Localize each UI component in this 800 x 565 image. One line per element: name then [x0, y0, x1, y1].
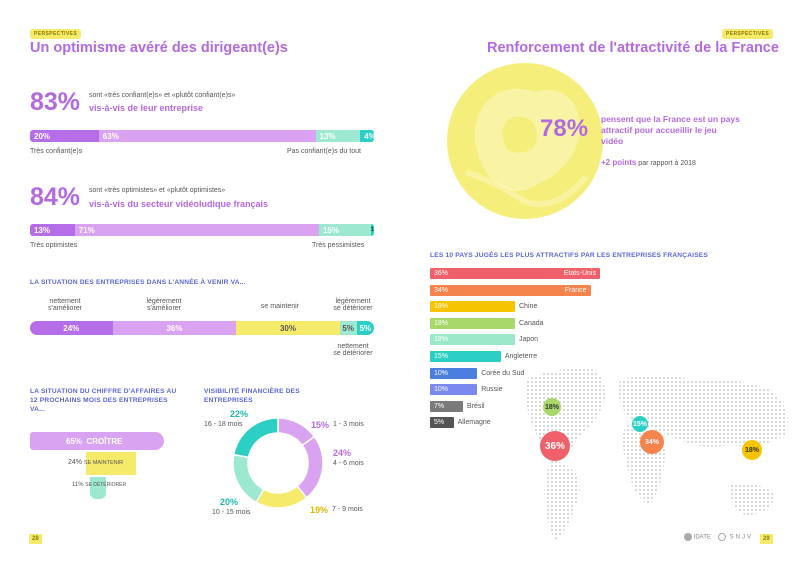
country-name-9: Brésil: [467, 402, 485, 410]
optimism-segment-2: 71%: [74, 224, 319, 236]
confidence-segment-2: 63%: [98, 130, 316, 142]
revenue-decline-text: 11% SE DÉTÉRIORER: [72, 482, 127, 488]
visibility-pct-2: 24%: [333, 448, 352, 458]
visibility-heading: VISIBILITÉ FINANCIÈRE DES ENTREPRISES: [204, 388, 300, 404]
stat-confidence-desc: sont «très confiant(e)s» et «plutôt conf…: [89, 92, 236, 99]
situation-label-1: nettement s'améliorer: [47, 298, 82, 312]
country-name-5: Japon: [519, 336, 539, 344]
idate-logo: IDATE: [684, 533, 711, 541]
country-name-10: Allemagne: [457, 419, 491, 427]
confidence-segment-3: 13%: [315, 130, 361, 142]
revenue-decline-bar: [90, 477, 106, 499]
map-bubble-5: 18%: [742, 440, 762, 460]
visibility-pct-1: 15%: [311, 420, 330, 430]
country-name-1: Etats-Unis: [563, 270, 596, 277]
revenue-grow-bar: [30, 432, 164, 450]
optimism-right-label: Très pessimistes: [312, 242, 365, 249]
stat-optimism-focus: vis-à-vis du secteur vidéoludique frança…: [89, 199, 269, 209]
country-name-4: Canada: [519, 319, 544, 327]
visibility-label-4: 10 - 15 mois: [212, 509, 251, 516]
country-name-2: France: [564, 286, 587, 294]
situation-label-2: légèrement s'améliorer: [146, 298, 182, 312]
visibility-label-1: 1 - 3 mois: [333, 421, 364, 428]
stat-attractiveness-change: +2 points par rapport à 2018: [601, 158, 696, 167]
visibility-label-5: 16 - 18 mois: [204, 421, 243, 428]
stat-confidence-focus: vis-à-vis de leur entreprise: [89, 103, 204, 113]
idate-logo-icon: [684, 533, 692, 541]
country-name-8: Russie: [481, 386, 503, 394]
situation-segment-3: 30%: [236, 321, 340, 335]
confidence-segment-4: 4%: [360, 130, 374, 142]
country-bar-5: 18%: [430, 334, 515, 346]
optimism-segment-3: 15%: [318, 224, 371, 236]
country-bar-8: 10%: [430, 384, 478, 396]
world-map-illustration: [525, 368, 788, 540]
revenue-grow-text: 65% CROÎTRE: [66, 437, 123, 446]
situation-segment-1: 24%: [30, 321, 113, 335]
visibility-pct-5: 22%: [230, 409, 249, 419]
europe-globe-illustration: [447, 63, 603, 219]
country-bar-4: 18%: [430, 317, 515, 329]
snjv-logo-icon: [718, 533, 726, 541]
optimism-segment-1: 13%: [30, 224, 75, 236]
country-bar-6: 15%: [430, 351, 501, 362]
situation-segment-4: 5%: [339, 321, 357, 335]
situation-label-5: nettement se détériorer: [333, 343, 373, 357]
page-number-left: 28: [29, 534, 42, 544]
revenue-stable-bar: [86, 452, 136, 475]
visibility-donut-chart: [232, 417, 324, 509]
country-bar-7: 10%: [430, 367, 478, 379]
country-bar-3: 18%: [430, 301, 515, 313]
page-number-right: 29: [760, 534, 773, 544]
map-bubble-1: 18%: [543, 398, 561, 416]
stat-optimism-desc: sont «très optimistes» et «plutôt optimi…: [89, 187, 226, 194]
page-title: Un optimisme avéré des dirigeant(e)s: [30, 40, 288, 56]
situation-bar: 24% 36% 30% 5% 5%: [30, 321, 374, 335]
map-bubble-3: 15%: [632, 416, 648, 432]
confidence-right-label: Pas confiant(e)s du tout: [287, 148, 361, 155]
confidence-left-label: Très confiant(e)s: [30, 148, 83, 155]
countries-heading: LES 10 PAYS JUGÉS LES PLUS ATTRACTIFS PA…: [430, 252, 709, 259]
revenue-heading: LA SITUATION DU CHIFFRE D'AFFAIRES AU 12…: [30, 388, 177, 413]
optimism-bar: 13%71%15%1%: [30, 224, 374, 236]
situation-heading: LA SITUATION DES ENTREPRISES DANS L'ANNÉ…: [30, 279, 246, 286]
stat-attractiveness: 78%: [540, 115, 589, 142]
visibility-pct-3: 19%: [310, 505, 329, 515]
stat-optimism: 84%: [30, 183, 81, 211]
donut-slice-2: [296, 435, 324, 499]
visibility-label-3: 7 - 9 mois: [332, 506, 363, 513]
situation-label-4: légèrement se détériorer: [333, 298, 373, 312]
visibility-pct-4: 20%: [220, 497, 239, 507]
stat-confidence: 83%: [30, 88, 81, 116]
section-tag-right: PERSPECTIVES: [722, 29, 774, 39]
situation-segment-2: 36%: [112, 321, 237, 335]
visibility-label-2: 4 - 6 mois: [333, 460, 364, 467]
country-bar-1: 36%: [430, 268, 600, 279]
country-name-6: Angleterre: [504, 353, 538, 360]
optimism-segment-4: 1%: [370, 224, 374, 236]
country-name-3: Chine: [519, 303, 538, 311]
map-bubble-2: 36%: [540, 431, 570, 461]
country-bar-2: 34%: [430, 284, 591, 296]
map-bubble-4: 34%: [640, 430, 664, 454]
country-bar-9: 7%: [430, 400, 464, 412]
revenue-stable-text: 24% SE MAINTENIR: [68, 459, 124, 466]
donut-slice-4: [232, 453, 265, 504]
page-title-right: Renforcement de l'attractivité de la Fra…: [487, 40, 779, 56]
situation-segment-5: 5%: [356, 321, 374, 335]
situation-label-3: se maintenir: [260, 303, 300, 310]
snjv-logo: SNJV: [718, 533, 753, 541]
optimism-left-label: Très optimistes: [30, 242, 78, 249]
donut-slice-5: [232, 417, 279, 459]
country-bar-10: 5%: [430, 417, 454, 429]
stat-attractiveness-desc: pensent que la France est un pays attrac…: [601, 114, 740, 146]
confidence-segment-1: 20%: [30, 130, 99, 142]
section-tag: PERSPECTIVES: [30, 29, 82, 39]
confidence-bar: 20%63%13%4%: [30, 130, 374, 142]
country-name-7: Corée du Sud: [481, 369, 525, 377]
